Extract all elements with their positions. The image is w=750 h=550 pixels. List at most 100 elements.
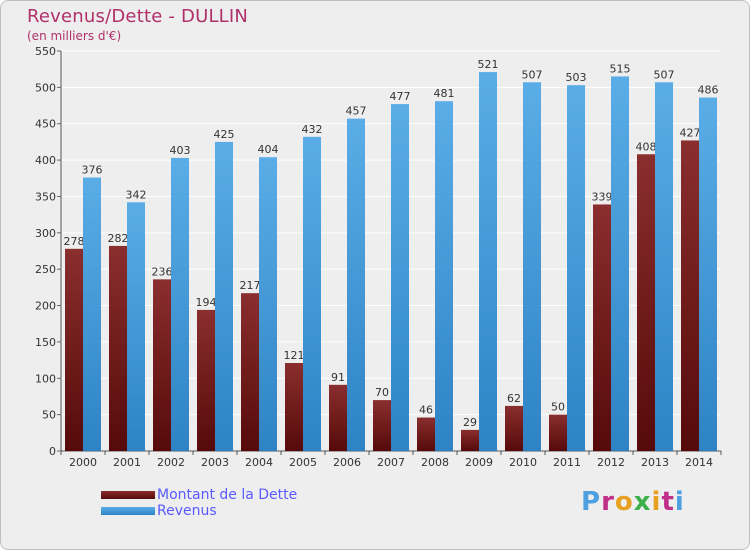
y-tick-label: 200 [35, 300, 56, 313]
bar-dette [505, 405, 523, 451]
data-label-dette: 46 [419, 404, 433, 417]
data-label-dette: 50 [551, 401, 565, 414]
bar-revenus [347, 118, 365, 452]
logo-letter: t [661, 487, 675, 517]
data-label-revenus: 425 [214, 128, 235, 141]
data-label-revenus: 457 [346, 105, 367, 118]
x-tick-label: 2005 [289, 456, 317, 469]
bar-revenus [303, 136, 321, 451]
bar-dette [549, 414, 567, 451]
chart-subtitle: (en milliers d'€) [27, 29, 122, 43]
bar-revenus [391, 104, 409, 451]
bar-dette [593, 204, 611, 451]
data-label-revenus: 403 [170, 144, 191, 157]
y-tick-label: 50 [42, 409, 56, 422]
legend-item-dette: Montant de la Dette [101, 487, 297, 503]
legend-label-dette: Montant de la Dette [157, 487, 298, 503]
chart-title: Revenus/Dette - DULLIN [27, 6, 249, 27]
bar-dette [285, 363, 303, 451]
x-tick-label: 2012 [597, 456, 625, 469]
data-label-revenus: 432 [302, 123, 323, 136]
x-tick-label: 2014 [685, 456, 713, 469]
bar-dette [241, 293, 259, 451]
x-tick-label: 2011 [553, 456, 581, 469]
data-label-dette: 91 [331, 371, 345, 384]
data-label-dette: 62 [507, 392, 521, 405]
data-label-revenus: 486 [698, 84, 719, 97]
bar-dette [153, 279, 171, 451]
logo-letter: r [601, 487, 615, 517]
logo-letter: x [633, 487, 652, 517]
data-label-dette: 236 [152, 265, 173, 278]
bar-revenus [479, 72, 497, 451]
legend-item-revenus: Revenus [101, 503, 297, 519]
bar-dette [373, 400, 391, 451]
legend-label-revenus: Revenus [157, 503, 217, 519]
data-label-dette: 29 [463, 416, 477, 429]
data-label-revenus: 507 [654, 68, 675, 81]
bar-dette [197, 309, 215, 451]
bar-revenus [127, 202, 145, 451]
data-label-dette: 217 [240, 279, 261, 292]
data-label-dette: 278 [64, 235, 85, 248]
data-label-dette: 339 [592, 190, 613, 203]
data-label-revenus: 404 [258, 143, 279, 156]
bar-dette [681, 140, 699, 452]
logo-letter: i [674, 487, 685, 517]
proxiti-logo: Proxiti [581, 487, 685, 517]
y-tick-label: 550 [35, 45, 56, 58]
data-label-revenus: 477 [390, 90, 411, 103]
x-tick-label: 2008 [421, 456, 449, 469]
data-label-dette: 408 [636, 140, 657, 153]
bar-dette [637, 154, 655, 452]
bar-revenus [611, 76, 629, 452]
bar-revenus [215, 141, 233, 451]
data-label-revenus: 521 [478, 58, 499, 71]
x-tick-label: 2003 [201, 456, 229, 469]
x-tick-label: 2001 [113, 456, 141, 469]
x-tick-label: 2000 [69, 456, 97, 469]
x-tick-label: 2002 [157, 456, 185, 469]
data-label-revenus: 481 [434, 87, 455, 100]
data-label-dette: 70 [375, 386, 389, 399]
data-label-dette: 282 [108, 232, 129, 245]
bar-revenus [655, 82, 673, 451]
y-tick-label: 500 [35, 81, 56, 94]
bar-dette [109, 245, 127, 451]
y-tick-label: 350 [35, 190, 56, 203]
logo-letter: o [614, 487, 634, 517]
data-label-revenus: 503 [566, 71, 587, 84]
x-tick-label: 2010 [509, 456, 537, 469]
bar-dette [329, 384, 347, 451]
x-tick-label: 2004 [245, 456, 273, 469]
y-tick-label: 150 [35, 336, 56, 349]
bar-revenus [567, 85, 585, 451]
bar-dette [461, 429, 479, 451]
bar-dette [417, 417, 435, 451]
data-label-revenus: 507 [522, 68, 543, 81]
y-tick-label: 0 [49, 445, 56, 458]
data-label-revenus: 376 [82, 164, 103, 177]
y-tick-label: 450 [35, 118, 56, 131]
data-label-revenus: 515 [610, 62, 631, 75]
data-label-dette: 121 [284, 349, 305, 362]
logo-letter: i [651, 487, 662, 517]
y-tick-label: 250 [35, 263, 56, 276]
legend-swatch-dette [101, 491, 155, 499]
x-tick-label: 2007 [377, 456, 405, 469]
bar-revenus [435, 101, 453, 451]
y-tick-label: 300 [35, 227, 56, 240]
x-tick-label: 2013 [641, 456, 669, 469]
bar-dette [65, 248, 83, 451]
y-tick-label: 100 [35, 372, 56, 385]
data-label-dette: 194 [196, 296, 217, 309]
bar-revenus [83, 177, 101, 451]
logo-letter: P [581, 487, 602, 517]
data-label-dette: 427 [680, 126, 701, 139]
x-tick-label: 2009 [465, 456, 493, 469]
y-tick-label: 400 [35, 154, 56, 167]
bar-revenus [171, 157, 189, 451]
x-tick-label: 2006 [333, 456, 361, 469]
